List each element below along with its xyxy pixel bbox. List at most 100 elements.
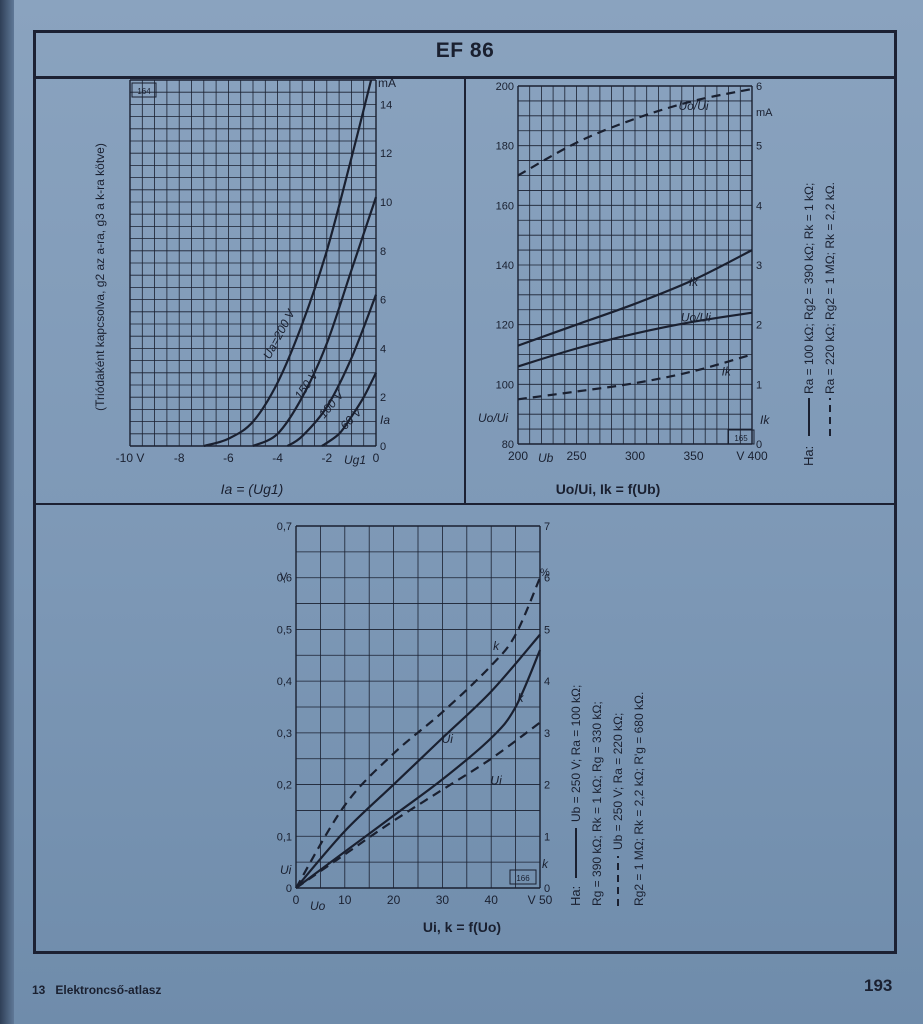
chart-164-curve-label: 100 V <box>316 387 348 421</box>
footer-left: 13 Elektroncső-atlasz <box>32 983 161 997</box>
chart-166-x-tick-label: 30 <box>436 893 450 907</box>
chart-164-y-tick-label: 6 <box>380 295 386 307</box>
chart-165-x-label: Ub <box>538 451 554 465</box>
chart-164-x-tick-label: -6 <box>223 451 234 465</box>
chart-166-curve-label: Ui <box>442 732 454 746</box>
chart-166-id-box <box>509 869 537 885</box>
chart-166-y-tick-label: 0,2 <box>277 780 292 792</box>
chart-165-legend-dashed: Ra = 220 kΩ; Rg2 = 1 MΩ; Rk = 2,2 kΩ. <box>823 182 837 394</box>
chart-166-y-tick-label: 0,1 <box>277 831 292 843</box>
chart-165-curve-label: Ik <box>689 275 699 289</box>
chart-165-y-tick-label: 80 <box>502 439 514 451</box>
chart-164-y-tick-label: 4 <box>380 343 386 355</box>
chart-166-series-0 <box>295 577 542 889</box>
chart-166-y2-tick-label: 1 <box>544 831 550 843</box>
chart-164-x-tick-label: 0 <box>373 451 380 465</box>
chart-165-y-tick-label: 200 <box>496 81 514 93</box>
chart-164-y-tick-label: 0 <box>380 441 386 453</box>
chart-164-y-tick-label: 12 <box>380 148 392 160</box>
chart-164-series-0 <box>203 79 373 448</box>
chart-165-grid <box>517 85 753 445</box>
chart-165-series-2 <box>517 311 753 368</box>
chart-166-caption: Ui, k = f(Uo) <box>423 919 501 935</box>
chart-165-y2-tick-label: 2 <box>756 320 762 332</box>
chart-166-x-tick-label: 10 <box>338 893 352 907</box>
chart-164-series-2 <box>286 294 378 447</box>
chart-165-x-tick-label: 200 <box>508 449 528 463</box>
chart-166-y2-tick-label: 7 <box>544 521 550 533</box>
chart-165-series <box>517 87 753 401</box>
chart-165-curve-label: Uo/Ui <box>681 311 711 325</box>
chart-165-y-tick-label: 100 <box>496 379 514 391</box>
chart-165-x-tick-label: V 400 <box>736 449 768 463</box>
chart-166-y-tick-label: 0,7 <box>277 521 292 533</box>
chart-164-curve-label: 60 V <box>337 404 365 432</box>
chart-166-x-label: Uo <box>310 899 326 913</box>
chart-166-x-tick-label: 40 <box>485 893 499 907</box>
chart-165-series-3 <box>517 353 753 401</box>
chart-164-y-tick-label: 10 <box>380 197 392 209</box>
chart-166-ui-and-k-vs-uo: 0 10 20 30 40 V 5000,10,20,30,40,50,60,701234… <box>277 521 646 935</box>
chart-166-legend: Ha: Ub = 250 V; Ra = 100 kΩ; Rg = 390 kΩ… <box>568 685 646 906</box>
footer-left-number: 13 <box>32 983 46 997</box>
chart-166-y2-tick-label: 0 <box>544 883 550 895</box>
chart-165-caption: Uo/Ui, Ik = f(Ub) <box>556 481 661 497</box>
chart-164-series-1 <box>252 196 378 448</box>
chart-166-legend-solid-1: Ub = 250 V; Ra = 100 kΩ; <box>569 685 583 822</box>
chart-164-grid <box>129 79 377 447</box>
chart-166-legend-dashed-2: Rg2 = 1 MΩ; Rk = 2,2 kΩ; R'g = 680 kΩ. <box>632 692 646 906</box>
chart-165-y2-tick-label: 4 <box>756 200 762 212</box>
page-number: 193 <box>864 976 893 995</box>
chart-166-y-tick-label: 0,5 <box>277 624 292 636</box>
chart-164-series <box>203 79 378 448</box>
chart-165-y2-tick-label: 1 <box>756 379 762 391</box>
vertical-divider <box>464 77 466 505</box>
chart-165-legend-prefix: Ha: <box>801 446 816 466</box>
chart-166-curve-label: k <box>493 639 500 653</box>
chart-164-series-3 <box>321 372 377 447</box>
chart-165-y2-tick-label: 3 <box>756 260 762 272</box>
chart-165-y2-unit: mA <box>756 107 773 119</box>
chart-166-legend-prefix: Ha: <box>568 886 583 906</box>
chart-164-x-tick-label: -10 V <box>116 451 145 465</box>
chart-164-x-tick-label: -8 <box>174 451 185 465</box>
chart-165-y-tick-label: 140 <box>496 260 514 272</box>
book-gutter <box>0 0 14 1024</box>
chart-165-y2-tick-label: 5 <box>756 141 762 153</box>
chart-166-curve-label: k <box>517 691 524 705</box>
chart-165-legend: Ha: Ra = 100 kΩ; Rg2 = 390 kΩ; Rk = 1 kΩ… <box>801 182 837 466</box>
chart-164-y-label: Ia <box>380 413 390 427</box>
chart-166-series-2 <box>295 649 542 889</box>
chart-165-y2-tick-label: 0 <box>756 439 762 451</box>
chart-164-curve-label: Ua=200 V <box>260 306 298 361</box>
chart-166-series-3 <box>295 721 541 889</box>
chart-166-x-tick-label: V 50 <box>528 893 553 907</box>
chart-165-y-label: Uo/Ui <box>478 411 508 425</box>
chart-165-y2-tick-label: 6 <box>756 81 762 93</box>
page-title: EF 86 <box>435 39 495 62</box>
chart-166-x-tick-label: 20 <box>387 893 401 907</box>
chart-164-x-tick-label: -4 <box>272 451 283 465</box>
chart-166-legend-dashed-1: Ub = 250 V; Ra = 220 kΩ; <box>611 713 625 850</box>
chart-166-y2-tick-label: 6 <box>544 573 550 585</box>
chart-165-x-tick-label: 300 <box>625 449 645 463</box>
chart-166-x-tick-label: 0 <box>293 893 300 907</box>
chart-164-y-unit: mA <box>378 76 396 90</box>
chart-166-ticks: 0 10 20 30 40 V 5000,10,20,30,40,50,60,701234… <box>277 521 553 907</box>
footer-left-text: Elektroncső-atlasz <box>55 983 162 997</box>
chart-164-x-label: Ug1 <box>344 453 366 467</box>
chart-165-ticks: 200 250 300 350 V 400 80 100 120 140 160 180 200 0 1 2… <box>496 81 768 463</box>
chart-164-y-tick-label: 14 <box>380 99 392 111</box>
chart-165-curve-label: Uo/Ui <box>678 99 708 113</box>
chart-166-y-tick-label: 0,3 <box>277 728 292 740</box>
chart-166-y-tick-label: 0,6 <box>277 573 292 585</box>
chart-164-y-tick-label: 2 <box>380 392 386 404</box>
chart-165-x-tick-label: 250 <box>566 449 586 463</box>
chart-166-y2-tick-label: 4 <box>544 676 550 688</box>
chart-166-y2-tick-label: 2 <box>544 780 550 792</box>
chart-166-y2-label: k <box>542 857 549 871</box>
chart-166-curve-label: Ui <box>490 774 502 788</box>
chart-166-y-tick-label: 0,4 <box>277 676 292 688</box>
chart-164-id: 164 <box>137 87 151 96</box>
